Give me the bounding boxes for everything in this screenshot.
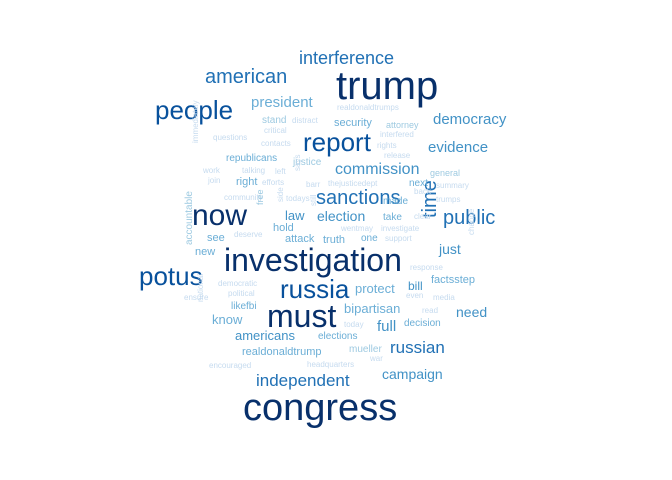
word-realdonaldtrumps: realdonaldtrumps (337, 103, 399, 112)
word-deserve: deserve (234, 230, 263, 239)
word-justice: justice (293, 157, 322, 168)
word-realdonaldtrump: realdonaldtrump (242, 346, 322, 358)
word-see: see (207, 232, 225, 244)
word-left: left (275, 167, 286, 176)
word-ensure: ensure (184, 293, 209, 302)
word-decision: decision (404, 318, 441, 329)
word-interfered: interfered (380, 130, 414, 139)
word-president: president (251, 94, 313, 111)
word-questions: questions (213, 133, 248, 142)
word-encouraged: encouraged (209, 361, 252, 370)
word-general: general (430, 168, 461, 178)
word-contacts: contacts (261, 139, 291, 148)
word-democracy: democracy (433, 111, 507, 128)
word-must: must (267, 298, 337, 334)
word-rights: rights (377, 141, 397, 150)
word-independent: independent (256, 371, 350, 390)
word-americans: americans (235, 328, 295, 343)
word-election: election (317, 208, 366, 224)
word-american: american (205, 66, 288, 88)
word-distract: distract (292, 116, 318, 125)
word-factsstep: factsstep (431, 274, 476, 286)
word-says: says (293, 154, 302, 171)
word-law: law (285, 208, 305, 223)
word-support: support (385, 234, 412, 243)
word-accountable: accountable (184, 191, 195, 245)
word-russian: russian (390, 338, 445, 357)
word-public: public (443, 207, 496, 229)
word-political: political (228, 289, 255, 298)
word-still: still (309, 194, 318, 206)
word-even: even (406, 291, 424, 300)
word-bipartisan: bipartisan (344, 301, 401, 316)
word-release: release (384, 151, 411, 160)
word-truth: truth (323, 234, 346, 246)
word-report: report (303, 127, 371, 157)
word-new: new (195, 246, 216, 258)
word-people: people (155, 95, 234, 125)
word-barr: barr (306, 180, 321, 189)
word-todays: todays (286, 194, 310, 203)
word-join: join (208, 176, 221, 185)
word-summary: summary (436, 181, 469, 190)
word-one: one (361, 233, 378, 244)
word-security: security (334, 117, 372, 129)
word-protect: protect (355, 281, 395, 296)
word-need: need (456, 304, 488, 320)
word-war: war (370, 354, 383, 363)
word-now: now (192, 199, 248, 232)
word-congress: congress (243, 387, 398, 429)
word-change: change (467, 208, 476, 235)
word-free: free (255, 189, 265, 205)
word-right: right (236, 176, 258, 188)
word-today: today (344, 320, 364, 329)
word-russia: russia (280, 274, 350, 304)
word-thejusticedept: thejusticedept (328, 179, 378, 188)
word-evidence: evidence (428, 139, 489, 156)
word-attorney: attorney (386, 120, 419, 130)
word-critical: critical (264, 126, 287, 135)
word-sanctions: sanctions (316, 187, 401, 209)
word-clear: clear (414, 212, 432, 221)
word-made: made (383, 196, 409, 207)
word-interference: interference (299, 48, 395, 68)
word-full: full (377, 318, 397, 335)
word-take: take (383, 212, 402, 223)
word-attack: attack (285, 233, 315, 245)
word-democratic: democratic (218, 279, 258, 288)
word-potus: potus (139, 261, 203, 291)
word-bill: bill (408, 279, 423, 293)
word-elections: elections (318, 331, 358, 342)
word-investigation: investigation (224, 242, 402, 278)
word-mueller: mueller (349, 344, 382, 355)
word-headquarters: headquarters (307, 360, 355, 369)
word-republicans: republicans (226, 153, 278, 164)
word-know: know (212, 312, 243, 327)
word-read: read (422, 306, 439, 315)
word-likefbi: likefbi (231, 301, 257, 312)
word-hold: hold (273, 222, 294, 234)
word-response: response (410, 263, 443, 272)
word-stand: stand (262, 115, 287, 126)
word-side: side (276, 187, 285, 202)
word-media: media (433, 293, 455, 302)
word-efforts: efforts (262, 178, 285, 187)
word-trumps: trumps (436, 195, 461, 204)
word-back: back (414, 187, 431, 196)
word-campaign: campaign (382, 366, 443, 382)
word-investigate: investigate (381, 224, 420, 233)
word-immediately: immediately (191, 100, 200, 143)
word-talking: talking (242, 166, 266, 175)
word-wentmay: wentmay (341, 224, 374, 233)
word-just: just (439, 241, 461, 257)
word-next: next (409, 178, 428, 189)
word-commission: commission (335, 161, 420, 178)
word-work: work (203, 166, 220, 175)
word-national: national (196, 273, 205, 302)
word-trump: trump (336, 64, 439, 108)
word-community: community (224, 193, 263, 202)
